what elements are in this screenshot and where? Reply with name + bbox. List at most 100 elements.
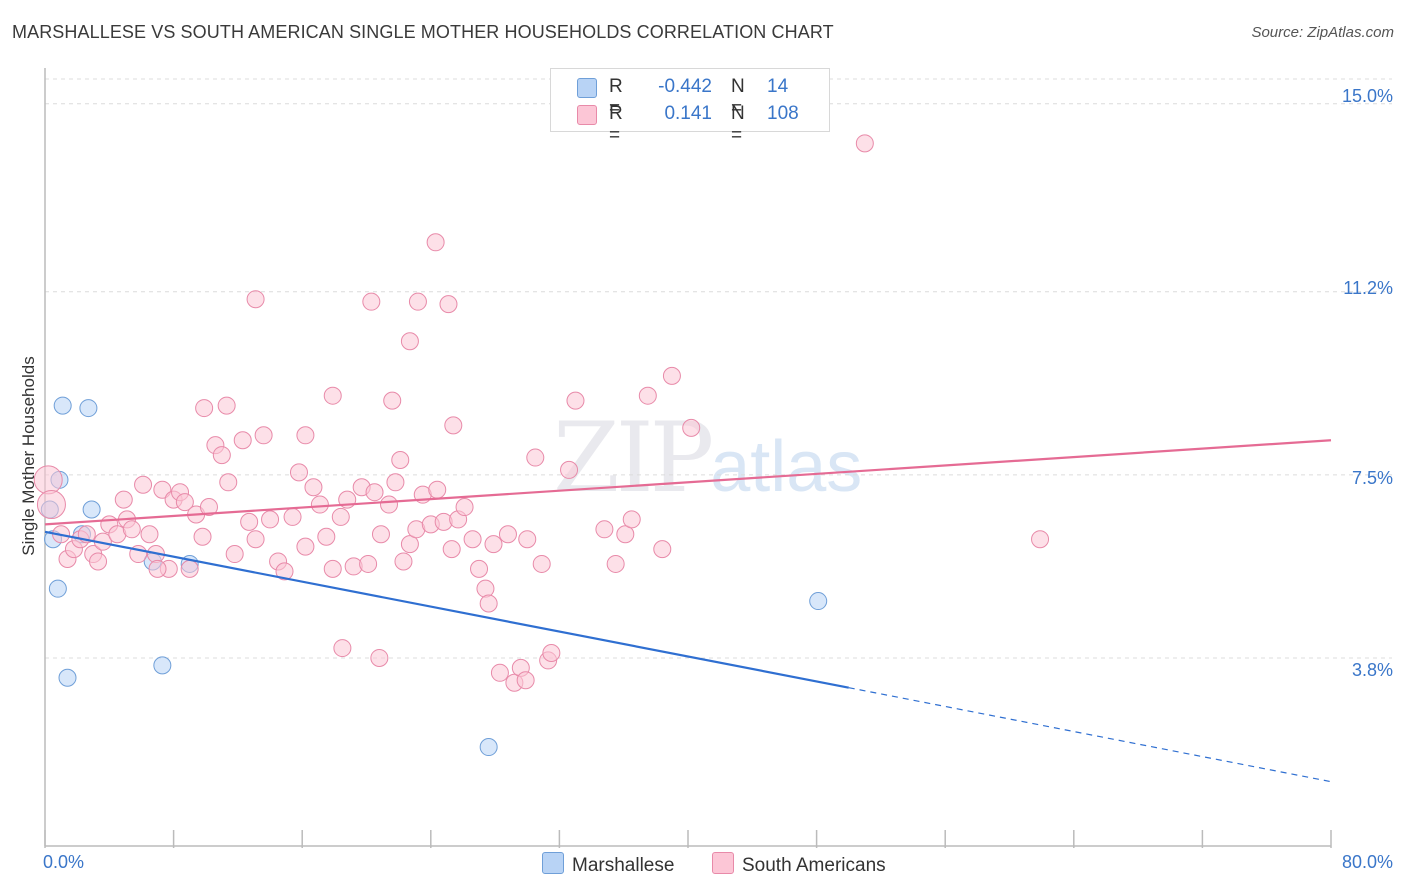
south-americans-point xyxy=(444,416,463,435)
marshallese-swatch xyxy=(577,78,597,98)
south-americans-point xyxy=(89,552,108,571)
south-americans-point xyxy=(476,579,495,598)
south-americans-point xyxy=(240,512,259,531)
south-americans-point xyxy=(498,525,517,544)
south-americans-point xyxy=(365,483,384,502)
south-americans-point xyxy=(296,537,315,556)
south-americans-point xyxy=(114,490,133,509)
south-americans-point xyxy=(855,134,874,153)
south-americans-point xyxy=(606,554,625,573)
south-americans-point xyxy=(595,520,614,539)
south-americans-point xyxy=(371,525,390,544)
south-americans-point xyxy=(428,480,447,499)
marshallese-point xyxy=(153,656,172,675)
south-americans-point xyxy=(193,527,212,546)
n-value: 14 xyxy=(767,76,789,97)
south-americans-point xyxy=(400,535,419,554)
south-americans-point xyxy=(386,473,405,492)
south-americans-point xyxy=(289,463,308,482)
south-americans-point xyxy=(304,478,323,497)
marshallese-point xyxy=(58,668,77,687)
marshallese-trend-line xyxy=(44,530,849,689)
south-americans-point xyxy=(195,399,214,418)
south-americans-point xyxy=(560,460,579,479)
south-americans-point xyxy=(682,418,701,437)
marshallese-point xyxy=(479,738,498,757)
south-americans-point xyxy=(383,391,402,410)
r-label: R = xyxy=(609,103,623,146)
south-americans-point xyxy=(261,510,280,529)
south-americans-point xyxy=(526,448,545,467)
south-americans-point xyxy=(217,396,236,415)
south-americans-point xyxy=(323,559,342,578)
legend-item-south-americans[interactable]: South Americans xyxy=(712,852,886,877)
south-americans-point xyxy=(246,530,265,549)
south-americans-point xyxy=(470,559,489,578)
source-label: Source: ZipAtlas.com xyxy=(1251,24,1394,41)
south-americans-point xyxy=(310,495,329,514)
south-americans-point xyxy=(331,507,350,526)
south-americans-point xyxy=(516,671,535,690)
south-americans-point xyxy=(616,525,635,544)
south-americans-point xyxy=(518,530,537,549)
south-americans-legend-swatch xyxy=(712,852,734,874)
n-value: 108 xyxy=(767,103,799,124)
south-americans-point xyxy=(394,552,413,571)
marshallese-point xyxy=(53,396,72,415)
south-americans-point xyxy=(532,554,551,573)
south-americans-point xyxy=(317,527,336,546)
r-label: R = xyxy=(609,76,623,119)
south-americans-point xyxy=(134,475,153,494)
south-americans-point xyxy=(275,562,294,581)
south-americans-point xyxy=(370,648,389,667)
n-label: N = xyxy=(731,103,745,146)
south-americans-point xyxy=(439,295,458,314)
watermark-atlas: atlas xyxy=(710,427,863,507)
south-americans-point xyxy=(662,366,681,385)
south-americans-point xyxy=(283,507,302,526)
south-americans-point xyxy=(426,233,445,252)
south-americans-point xyxy=(442,540,461,559)
south-americans-point xyxy=(180,559,199,578)
south-americans-point xyxy=(542,644,561,663)
marshallese-point xyxy=(809,592,828,611)
r-value: 0.141 xyxy=(664,103,712,124)
y-tick-label: 15.0% xyxy=(1341,86,1393,106)
south-americans-point xyxy=(455,498,474,517)
south-americans-point xyxy=(36,490,66,520)
south-americans-point xyxy=(484,535,503,554)
south-americans-point xyxy=(323,386,342,405)
x-tick-label-min: 0.0% xyxy=(43,852,85,872)
correlation-legend: R = -0.442 N = 14 R = 0.141 N = 108 xyxy=(550,68,830,146)
south-americans-point xyxy=(122,520,141,539)
south-americans-point xyxy=(1031,530,1050,549)
south-americans-point xyxy=(362,292,381,311)
south-americans-point xyxy=(391,451,410,470)
marshallese-point xyxy=(48,579,67,598)
legend-item-marshallese[interactable]: Marshallese xyxy=(542,852,674,877)
south-americans-point xyxy=(479,594,498,613)
y-tick-label: 3.8% xyxy=(1351,660,1393,680)
y-tick-label: 11.2% xyxy=(1343,278,1393,298)
marshallese-point xyxy=(79,399,98,418)
y-tick-label: 7.5% xyxy=(1351,468,1393,488)
south-americans-swatch xyxy=(577,105,597,125)
n-label: N = xyxy=(731,76,745,119)
south-americans-point xyxy=(148,559,167,578)
south-americans-point xyxy=(566,391,585,410)
south-americans-point xyxy=(359,554,378,573)
marshallese-legend-swatch xyxy=(542,852,564,874)
south-americans-point xyxy=(212,446,231,465)
r-value: -0.442 xyxy=(658,76,712,97)
south-americans-point xyxy=(490,663,509,682)
south-americans-point xyxy=(219,473,238,492)
south-americans-point xyxy=(333,639,352,658)
y-axis-label: Single Mother Households xyxy=(19,356,38,556)
south-americans-point xyxy=(380,495,399,514)
south-americans-point xyxy=(246,290,265,309)
south-americans-point xyxy=(408,292,427,311)
south-americans-legend-label: South Americans xyxy=(742,855,886,876)
south-americans-point xyxy=(254,426,273,445)
south-americans-point xyxy=(225,545,244,564)
